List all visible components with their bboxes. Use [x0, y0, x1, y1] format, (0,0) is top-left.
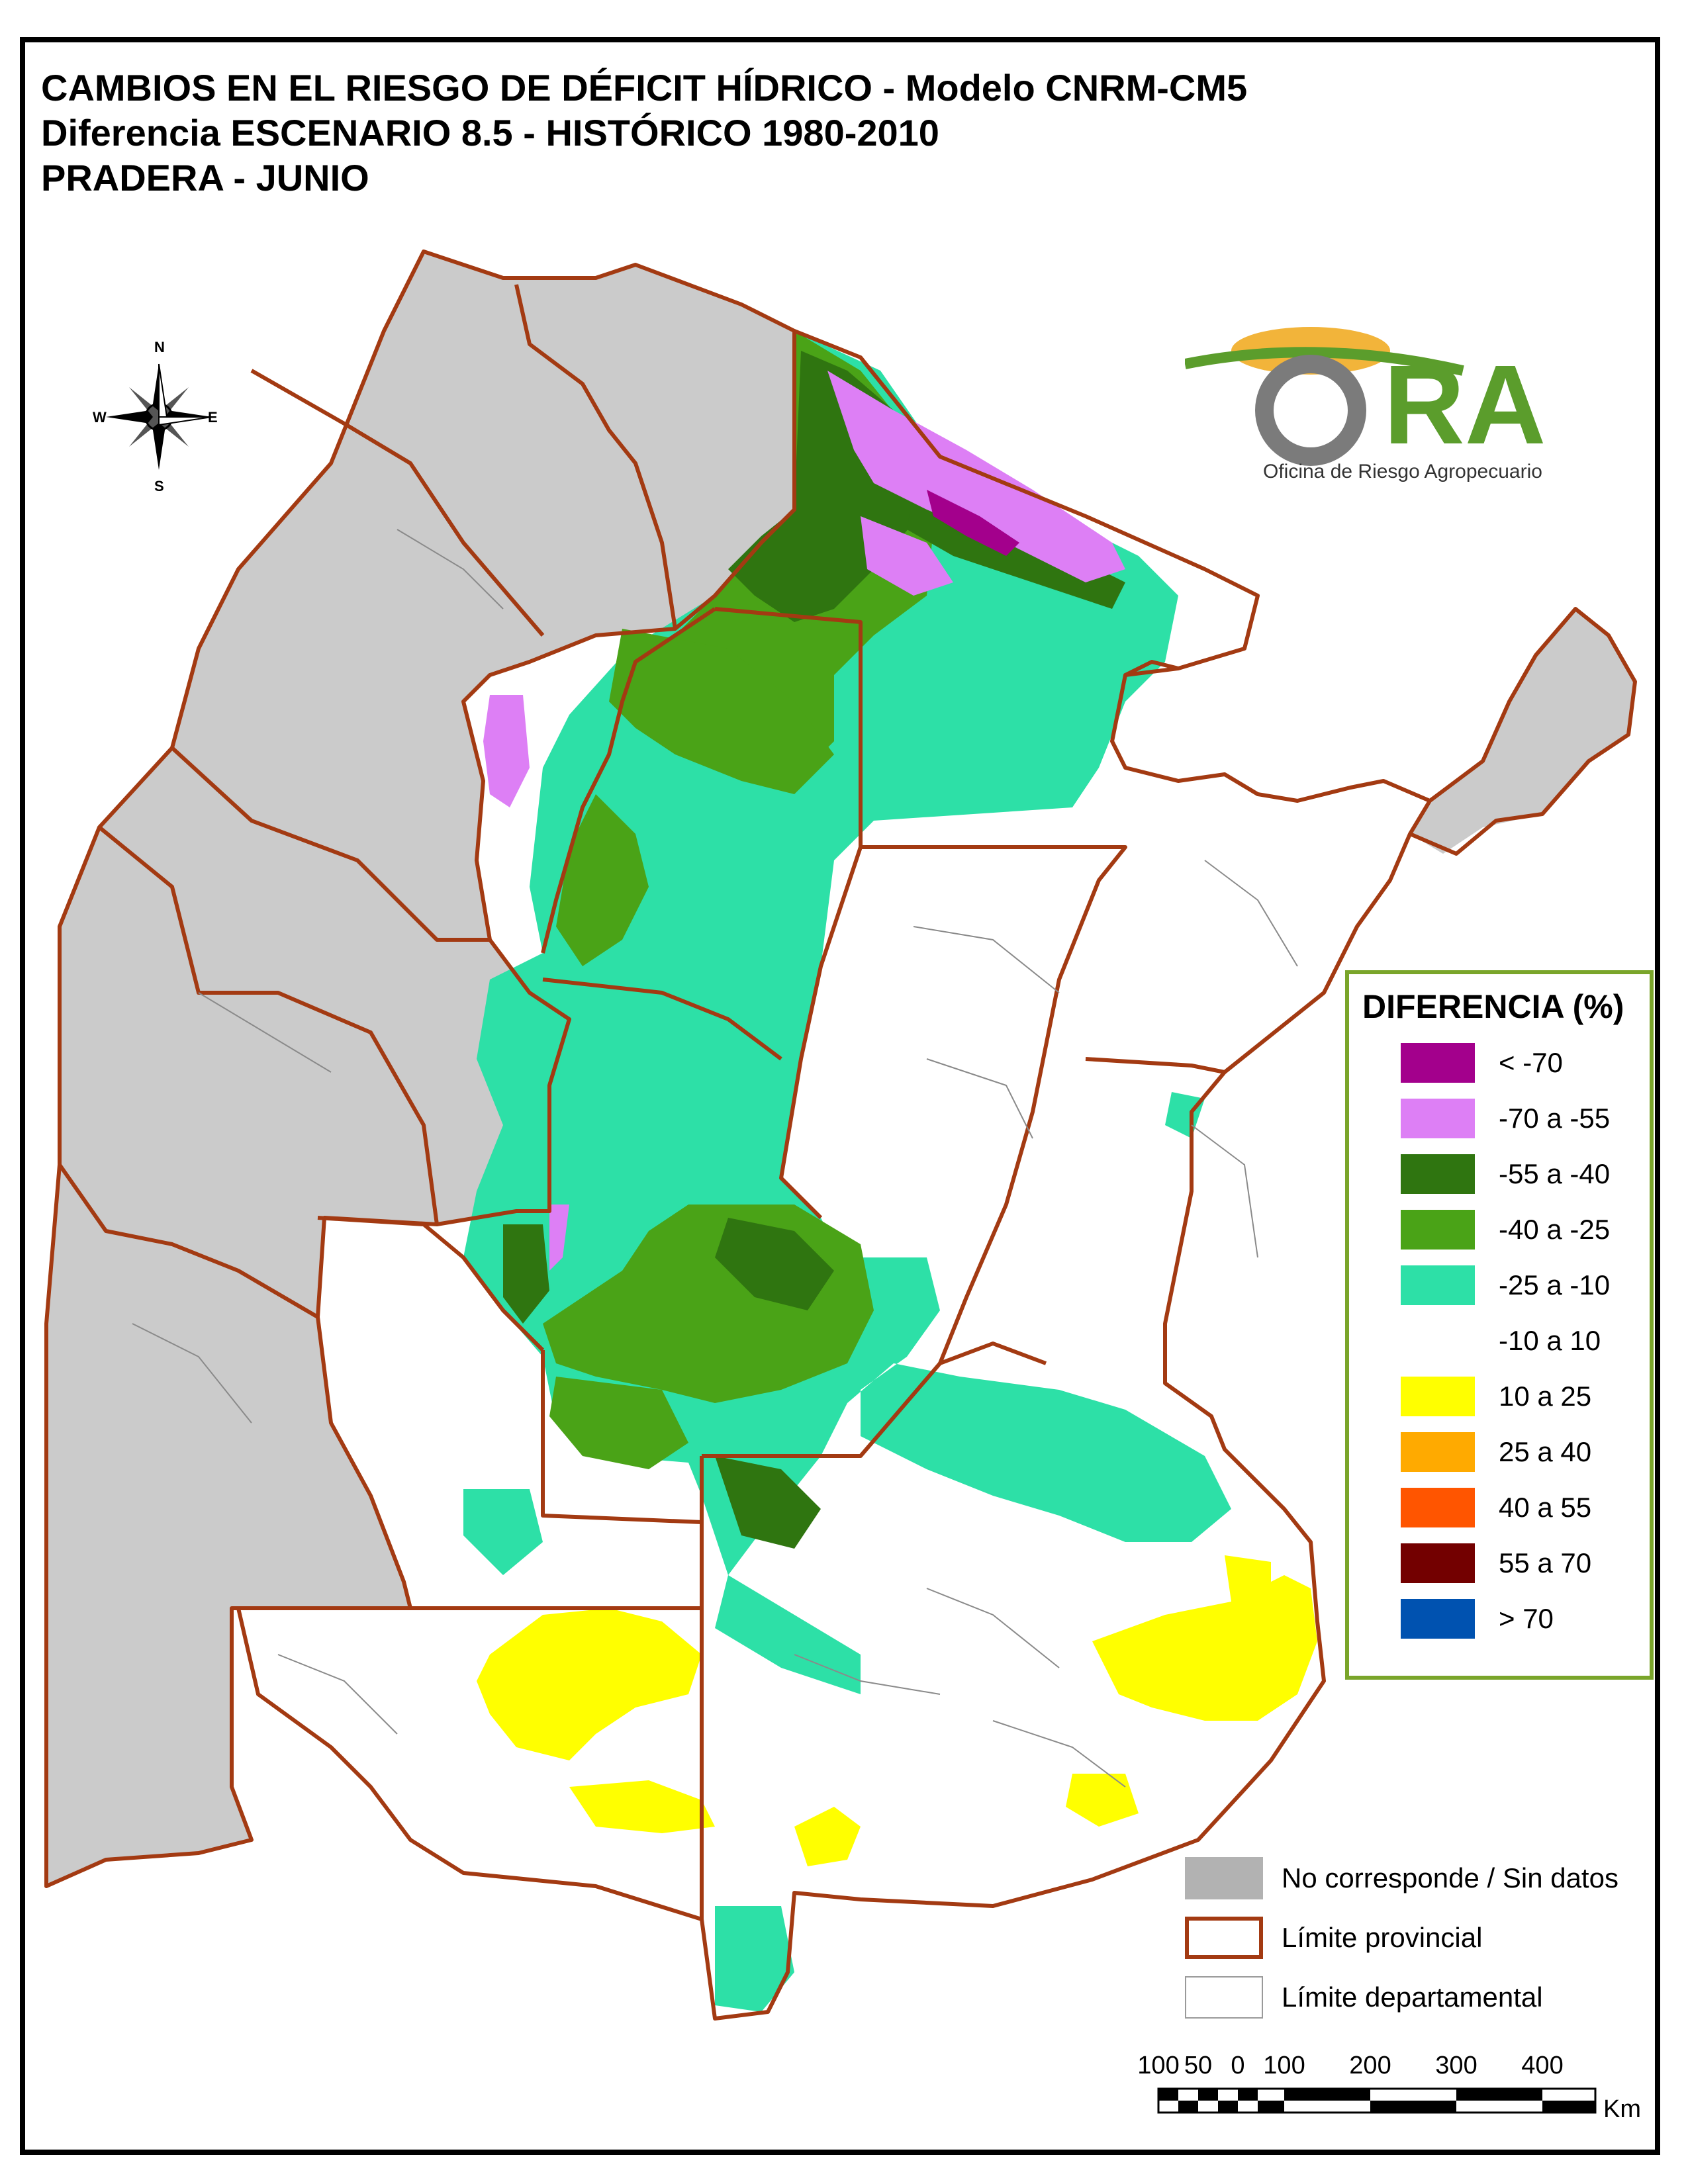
department-borders: [132, 529, 1298, 1788]
legend-item: -10 a 10: [1401, 1321, 1639, 1361]
legend-title: DIFERENCIA (%): [1362, 988, 1624, 1025]
legend-symbol-label: Límite provincial: [1282, 1922, 1483, 1953]
legend-label: -55 a -40: [1499, 1158, 1611, 1189]
no-change-region: [238, 331, 1430, 2019]
legend-symbol-swatch: [1185, 1857, 1263, 1899]
band-less-minus70: [927, 490, 1019, 556]
legend-label: -25 a -10: [1499, 1269, 1611, 1300]
legend-item: -40 a -25: [1401, 1210, 1639, 1250]
legend-label: 40 a 55: [1499, 1492, 1592, 1523]
legend-symbol-label: Límite departamental: [1282, 1981, 1543, 2013]
compass-e: E: [208, 409, 218, 426]
legend-label: 25 a 40: [1499, 1436, 1592, 1467]
legend-swatch: [1401, 1488, 1475, 1527]
no-data-region: [46, 251, 1635, 1886]
legend-item: 25 a 40: [1401, 1432, 1639, 1472]
compass-rose: N S E W: [93, 339, 225, 494]
map-title-line2: Diferencia ESCENARIO 8.5 - HISTÓRICO 198…: [41, 112, 939, 154]
band-10-25: [477, 1555, 1317, 1866]
logo-subtitle: Oficina de Riesgo Agropecuario: [1263, 461, 1542, 482]
legend-item: 40 a 55: [1401, 1488, 1639, 1527]
legend-label: > 70: [1499, 1603, 1554, 1634]
legend-swatch: [1401, 1599, 1475, 1639]
legend-label: < -70: [1499, 1047, 1563, 1078]
legend-swatch: [1401, 1543, 1475, 1583]
legend-label: -10 a 10: [1499, 1325, 1601, 1356]
map-title-line1: CAMBIOS EN EL RIESGO DE DÉFICIT HÍDRICO …: [41, 67, 1248, 109]
legend-symbol-swatch: [1185, 1917, 1263, 1959]
ora-logo-icon: RA: [1184, 327, 1546, 468]
ora-logo: RA Oficina de Riesgo Agropecuario: [1184, 311, 1582, 510]
legend-symbol-label: No corresponde / Sin datos: [1282, 1862, 1618, 1893]
scale-label: 100: [1263, 2052, 1305, 2079]
compass-s: S: [154, 478, 164, 494]
legend-panel: DIFERENCIA (%) < -70 -70 a -55 -55 a -40 -4…: [1345, 970, 1654, 1680]
legend-item: -55 a -40: [1401, 1154, 1639, 1194]
legend-symbol-item: Límite departamental: [1178, 1976, 1655, 2019]
legend-swatch: [1401, 1377, 1475, 1416]
legend-label: 55 a 70: [1499, 1547, 1592, 1578]
legend-item: -25 a -10: [1401, 1265, 1639, 1305]
legend-symbol-item: No corresponde / Sin datos: [1178, 1857, 1655, 1899]
svg-text:RA: RA: [1383, 342, 1546, 468]
compass-rose-icon: [106, 363, 212, 470]
legend-item: 55 a 70: [1401, 1543, 1639, 1583]
scale-label: 0: [1231, 2052, 1245, 2079]
scale-label: 200: [1349, 2052, 1391, 2079]
legend-item: < -70: [1401, 1043, 1639, 1083]
scale-bar: 100 50 0 100 200 300 400 Km: [1137, 2052, 1655, 2151]
legend-swatch: [1401, 1043, 1475, 1083]
legend-swatch: [1401, 1099, 1475, 1138]
scale-label: 100: [1137, 2052, 1180, 2079]
band-minus70-minus55: [483, 371, 1125, 1271]
scale-label: 300: [1435, 2052, 1477, 2079]
legend-label: -70 a -55: [1499, 1103, 1611, 1134]
compass-w: W: [93, 409, 107, 426]
scale-bar-graphic: [1157, 2087, 1597, 2114]
legend-swatch: [1401, 1321, 1475, 1361]
province-borders: [44, 250, 1637, 2021]
legend-symbols: No corresponde / Sin datos Límite provinc…: [1178, 1857, 1655, 2023]
legend-label: 10 a 25: [1499, 1381, 1592, 1412]
legend-swatch: [1401, 1154, 1475, 1194]
legend-item: > 70: [1401, 1599, 1639, 1639]
scale-label: 50: [1184, 2052, 1213, 2079]
legend-swatch: [1401, 1432, 1475, 1472]
scale-unit: Km: [1603, 2095, 1641, 2123]
map-title-line3: PRADERA - JUNIO: [41, 157, 369, 199]
compass-n: N: [154, 339, 165, 355]
legend-swatch: [1401, 1210, 1475, 1250]
legend-item: 10 a 25: [1401, 1377, 1639, 1416]
legend-swatch: [1401, 1265, 1475, 1305]
scale-label: 400: [1521, 2052, 1564, 2079]
legend-item: -70 a -55: [1401, 1099, 1639, 1138]
legend-label: -40 a -25: [1499, 1214, 1611, 1245]
legend-symbol-item: Límite provincial: [1178, 1917, 1655, 1959]
legend-symbol-swatch: [1185, 1976, 1263, 2019]
